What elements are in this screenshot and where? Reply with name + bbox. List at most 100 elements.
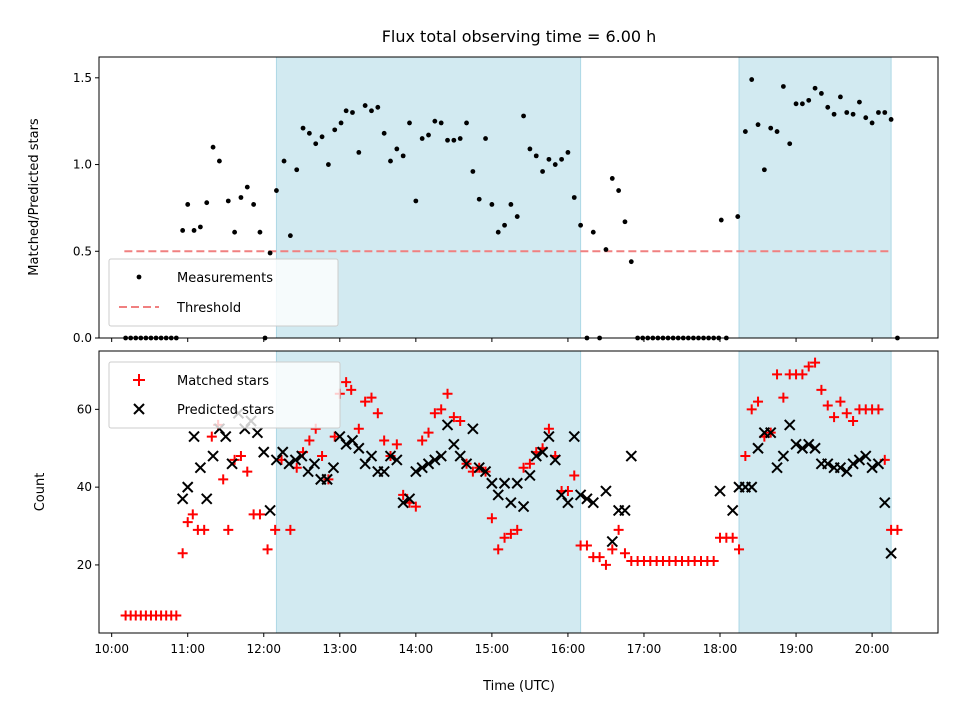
x-tick-label: 19:00 bbox=[779, 642, 814, 656]
legend-threshold-label: Threshold bbox=[176, 301, 241, 316]
matched-stars-point bbox=[187, 509, 198, 520]
matched-stars-point bbox=[442, 388, 453, 399]
x-tick-label: 14:00 bbox=[399, 642, 434, 656]
measurements-point bbox=[882, 110, 888, 115]
measurements-point bbox=[609, 176, 615, 181]
predicted-stars-point bbox=[866, 461, 878, 474]
matched-stars-point bbox=[499, 532, 510, 543]
measurements-point bbox=[571, 195, 577, 200]
predicted-stars-point bbox=[176, 493, 189, 505]
matched-stars-point bbox=[524, 458, 535, 469]
predicted-stars-point bbox=[403, 493, 416, 505]
measurements-point bbox=[343, 108, 349, 114]
measurements-point bbox=[489, 202, 495, 207]
measurements-point bbox=[251, 202, 257, 207]
predicted-stars-point bbox=[327, 461, 340, 474]
measurements-point bbox=[281, 158, 287, 164]
predicted-stars-point bbox=[562, 496, 574, 509]
predicted-stars-point bbox=[543, 430, 555, 443]
predicted-stars-point bbox=[429, 454, 441, 466]
matched-stars-point bbox=[493, 544, 504, 555]
predicted-stars-point bbox=[796, 442, 809, 454]
y-tick-label: 40 bbox=[77, 480, 92, 494]
predicted-stars-point bbox=[270, 454, 283, 466]
predicted-stars-point bbox=[194, 461, 207, 474]
matched-stars-point bbox=[455, 416, 466, 427]
predicted-stars-point bbox=[308, 458, 321, 470]
matched-stars-point bbox=[746, 404, 757, 415]
predicted-stars-point bbox=[226, 458, 238, 470]
predicted-stars-point bbox=[416, 461, 428, 474]
matched-stars-point bbox=[372, 408, 383, 419]
predicted-stars-point bbox=[258, 446, 270, 458]
plot-frame bbox=[98, 56, 939, 339]
measurements-point bbox=[603, 247, 609, 252]
matched-stars-point bbox=[218, 474, 229, 485]
measurements-point bbox=[356, 150, 362, 155]
predicted-stars-point bbox=[296, 450, 308, 462]
y-tick-label: 1.5 bbox=[73, 71, 92, 85]
predicted-stars-point bbox=[435, 450, 447, 462]
x-tick-label: 11:00 bbox=[170, 642, 205, 656]
measurements-point bbox=[768, 125, 774, 131]
predicted-stars-point bbox=[822, 458, 834, 470]
measurements-point bbox=[521, 113, 526, 119]
predicted-stars-point bbox=[885, 547, 897, 559]
predicted-stars-point bbox=[182, 481, 194, 493]
matched-stars-point bbox=[262, 544, 273, 555]
predicted-stars-point bbox=[834, 461, 847, 474]
measurements-point bbox=[742, 129, 748, 134]
matched-stars-point bbox=[778, 392, 789, 403]
x-tick-label: 20:00 bbox=[855, 642, 890, 656]
predicted-stars-point bbox=[365, 450, 378, 462]
measurements-point bbox=[332, 127, 338, 133]
matched-stars-point bbox=[379, 435, 390, 446]
predicted-stars-point bbox=[492, 489, 504, 501]
predicted-stars-point bbox=[302, 465, 314, 478]
measurements-point bbox=[825, 104, 831, 110]
measurements-point bbox=[313, 141, 319, 147]
matched-stars-point bbox=[797, 369, 808, 380]
measurements-point bbox=[876, 110, 881, 115]
predicted-stars-point bbox=[752, 442, 764, 454]
predicted-stars-point bbox=[201, 493, 213, 505]
matched-stars-point bbox=[360, 396, 371, 407]
measurements-point bbox=[438, 120, 444, 126]
predicted-stars-point bbox=[511, 477, 523, 489]
predicted-stars-point bbox=[340, 438, 352, 451]
measurements-point bbox=[787, 141, 793, 147]
matched-stars-point bbox=[512, 524, 523, 535]
matched-stars-point bbox=[242, 466, 253, 477]
predicted-stars-point bbox=[847, 458, 859, 470]
y-tick-label: 60 bbox=[77, 402, 92, 416]
measurements-point bbox=[185, 202, 191, 207]
predicted-stars-point bbox=[422, 458, 435, 470]
predicted-stars-point bbox=[359, 458, 371, 470]
predicted-stars-point bbox=[853, 454, 866, 466]
matched-stars-point bbox=[772, 369, 783, 380]
matched-stars-point bbox=[341, 377, 352, 388]
predicted-stars-point bbox=[536, 446, 549, 458]
legend-measurements-marker bbox=[136, 274, 142, 280]
bottom-legend-box bbox=[108, 361, 341, 429]
predicted-stars-point bbox=[549, 454, 561, 466]
matched-stars-point bbox=[873, 404, 884, 415]
measurements-point bbox=[540, 169, 545, 174]
measurements-point bbox=[388, 158, 393, 164]
measurements-point bbox=[180, 228, 186, 233]
predicted-stars-point bbox=[479, 465, 492, 478]
x-axis-label: Time (UTC) bbox=[482, 679, 555, 694]
predicted-stars-point bbox=[517, 500, 530, 513]
predicted-stars-point bbox=[188, 430, 200, 443]
matched-stars-point bbox=[366, 392, 377, 403]
measurements-point bbox=[780, 84, 786, 89]
measurements-point bbox=[495, 229, 501, 235]
measurements-point bbox=[232, 229, 238, 235]
measurements-point bbox=[338, 120, 344, 126]
predicted-stars-point bbox=[803, 438, 815, 451]
matched-stars-point bbox=[417, 435, 428, 446]
matched-stars-point bbox=[171, 610, 182, 621]
matched-stars-point bbox=[727, 532, 738, 543]
matched-stars-point bbox=[199, 524, 210, 535]
matched-stars-point bbox=[740, 451, 751, 462]
